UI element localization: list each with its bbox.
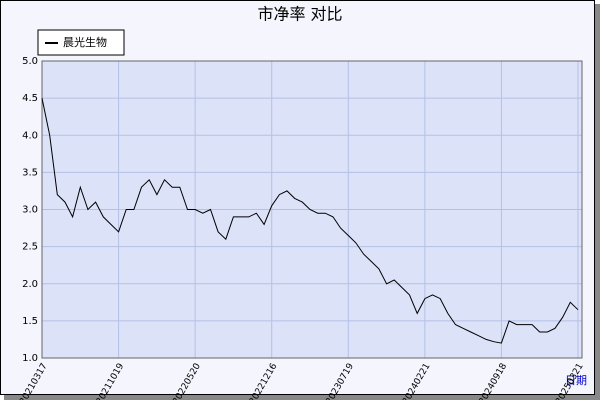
- chart-title: 市净率 对比: [257, 5, 342, 24]
- y-tick-label: 1.5: [22, 316, 38, 327]
- y-tick-label: 3.5: [22, 167, 38, 178]
- y-tick-label: 1.0: [22, 353, 38, 364]
- shadow: [4, 395, 600, 400]
- shadow: [595, 4, 600, 400]
- y-tick-label: 3.0: [22, 205, 38, 216]
- y-tick-label: 2.0: [22, 279, 38, 290]
- legend-label: 晨光生物: [63, 35, 107, 49]
- y-tick-label: 4.5: [22, 93, 38, 104]
- x-axis-label: 日期: [565, 374, 587, 387]
- plot-border: [41, 60, 583, 359]
- y-tick-label: 4.0: [22, 130, 38, 141]
- data-line: [41, 97, 579, 344]
- y-tick-label: 5.0: [22, 56, 38, 67]
- y-tick-label: 2.5: [22, 242, 38, 253]
